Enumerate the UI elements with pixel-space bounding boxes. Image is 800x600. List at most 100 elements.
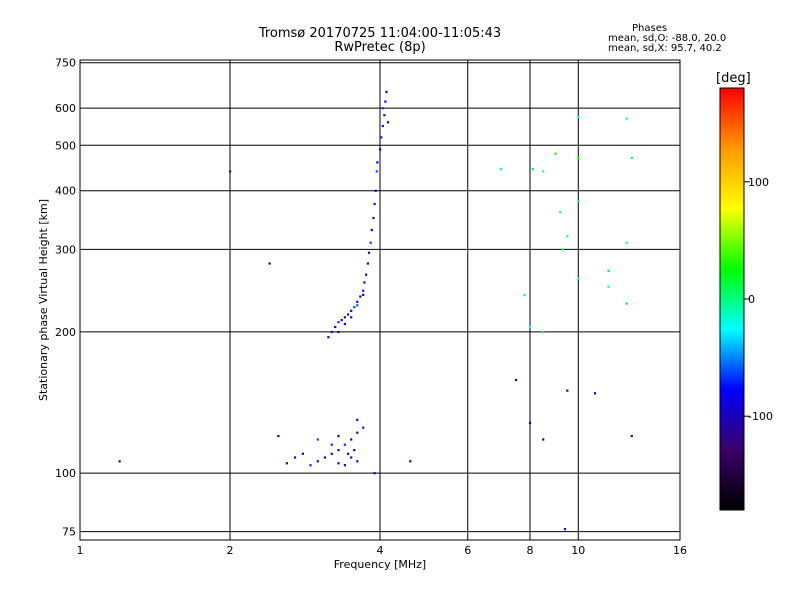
data-point — [366, 262, 369, 265]
data-point — [350, 456, 353, 459]
data-point — [563, 528, 567, 531]
x-tick-label: 16 — [673, 544, 687, 557]
data-point — [343, 464, 346, 467]
data-point — [330, 443, 333, 446]
data-point — [577, 200, 580, 203]
data-point — [529, 325, 532, 329]
y-axis-label: Stationary phase Virtual Height [km] — [37, 199, 50, 401]
data-point — [630, 156, 633, 160]
y-tick-label: 100 — [55, 467, 76, 480]
data-point — [118, 460, 121, 463]
data-point — [367, 251, 371, 254]
x-tick-label: 6 — [464, 544, 471, 557]
y-tick-label: 200 — [55, 326, 76, 339]
data-point — [500, 168, 503, 171]
data-point — [593, 392, 597, 395]
data-point — [350, 438, 353, 441]
grid-lines — [80, 60, 680, 540]
data-point — [515, 378, 518, 382]
data-point — [337, 435, 340, 438]
data-point — [577, 156, 580, 160]
data-point — [356, 300, 359, 303]
data-point — [381, 107, 384, 110]
data-point — [337, 449, 340, 452]
colorbar-tick-label: -100 — [748, 410, 773, 423]
data-point — [542, 438, 545, 441]
data-point — [566, 235, 569, 238]
x-tick-label: 2 — [227, 544, 234, 557]
data-point — [330, 330, 333, 334]
phase-o-label: mean, sd,O: — [608, 33, 669, 44]
x-axis-label: Frequency [MHz] — [334, 558, 426, 571]
data-point — [356, 304, 359, 307]
phase-summary-heading: Phases — [632, 23, 668, 34]
data-point — [374, 189, 377, 192]
y-tick-label: 600 — [55, 102, 76, 115]
data-point — [373, 202, 376, 206]
data-point — [350, 309, 353, 312]
data-point — [343, 316, 346, 319]
data-point — [607, 269, 610, 272]
data-point — [356, 431, 359, 434]
data-point — [356, 460, 359, 463]
data-point — [625, 117, 628, 120]
colorbar-unit: [deg] — [716, 71, 751, 86]
data-point — [379, 148, 382, 151]
data-point — [385, 90, 388, 93]
data-point — [353, 449, 356, 452]
data-point — [625, 241, 628, 244]
data-point — [409, 460, 412, 463]
data-point — [343, 322, 346, 326]
data-point — [347, 452, 350, 455]
data-point — [554, 152, 557, 155]
data-point — [607, 285, 610, 288]
data-point — [381, 124, 384, 128]
scatter-points — [118, 90, 633, 531]
x-tick-label: 8 — [527, 544, 534, 557]
data-point — [323, 456, 326, 459]
data-point — [334, 325, 337, 329]
data-point — [268, 262, 271, 265]
data-point — [301, 452, 304, 455]
x-tick-label: 10 — [571, 544, 585, 557]
colorbar-tick-label: 100 — [748, 176, 769, 189]
data-point — [625, 302, 628, 305]
data-point — [566, 389, 569, 392]
data-point — [365, 273, 368, 276]
phase-summary-o: mean, sd,O: -88.0, 20.0 — [608, 33, 726, 44]
data-point — [362, 293, 365, 296]
data-point — [229, 170, 232, 173]
y-tick-label: 75 — [62, 526, 76, 539]
data-point — [559, 211, 562, 214]
data-point — [577, 277, 580, 280]
data-point — [337, 330, 340, 334]
data-point — [380, 136, 383, 139]
data-point — [330, 452, 333, 455]
data-point — [529, 421, 532, 424]
data-point — [340, 319, 343, 322]
data-point — [384, 100, 387, 103]
data-point — [350, 316, 353, 319]
colorbar-ticks: 100 0 -100 — [744, 176, 773, 423]
data-point — [387, 121, 390, 124]
data-point — [370, 228, 373, 232]
data-point — [293, 456, 297, 459]
data-point — [630, 435, 633, 438]
data-point — [577, 115, 580, 118]
data-point — [523, 293, 526, 296]
y-tick-label: 300 — [55, 243, 76, 256]
chart-title: Tromsø 20170725 11:04:00-11:05:43 — [258, 26, 502, 41]
data-point — [372, 216, 375, 220]
data-point — [356, 418, 359, 421]
data-point — [353, 306, 356, 309]
data-point — [383, 114, 386, 117]
data-point — [369, 241, 372, 244]
data-point — [316, 438, 319, 441]
phase-o-value: -88.0, 20.0 — [671, 33, 727, 44]
data-point — [316, 460, 319, 463]
data-point — [347, 313, 350, 316]
chart-subtitle: RwPretec (8p) — [334, 40, 426, 55]
data-point — [375, 170, 378, 173]
data-point — [362, 426, 365, 429]
x-tick-label: 4 — [377, 544, 384, 557]
